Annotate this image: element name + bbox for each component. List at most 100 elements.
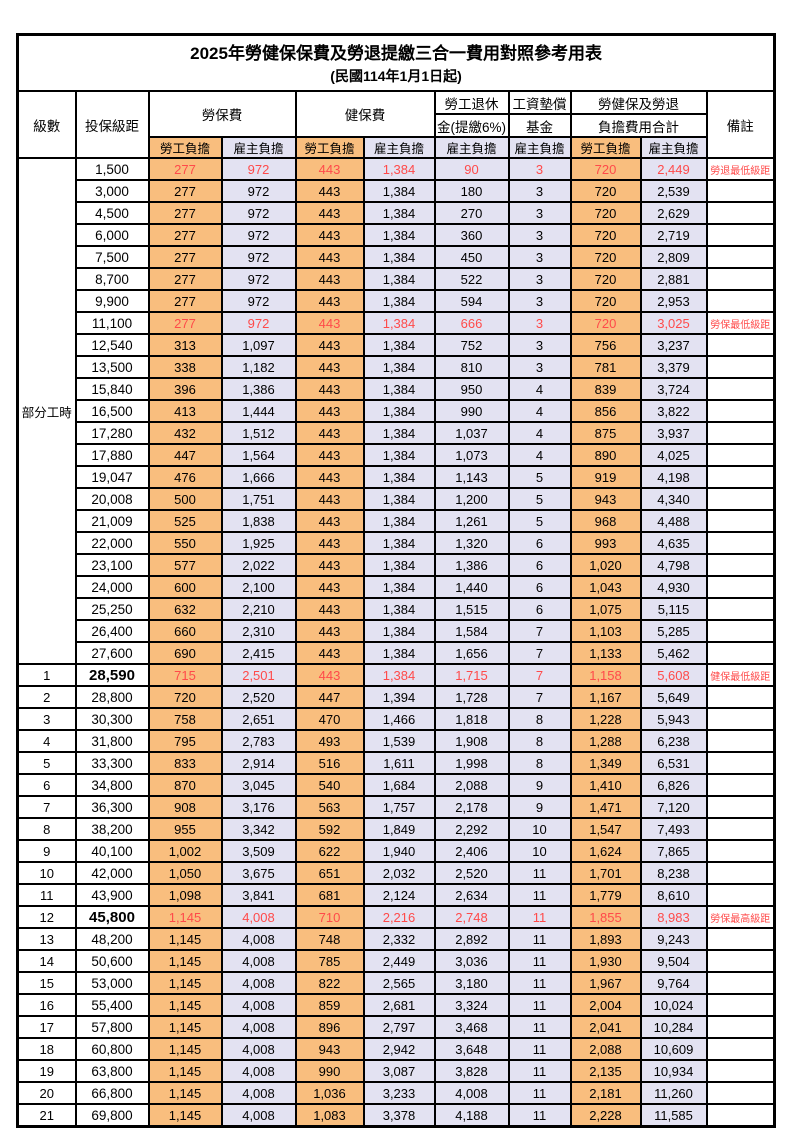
bracket-cell: 8,700 [74,267,150,291]
tot-er-cell: 8,238 [639,861,708,885]
page-title: 2025年勞健保保費及勞退提繳三合一費用對照參考用表 [190,44,602,64]
pension-cell: 1,386 [433,553,510,577]
bracket-cell: 38,200 [74,817,150,841]
pension-cell: 1,037 [433,421,510,445]
remark-cell [705,685,776,709]
hi-emp-cell: 443 [294,399,365,423]
hi-er-cell: 3,378 [362,1103,436,1128]
tot-emp-cell: 1,043 [569,575,642,599]
table-row: 17,880 447 1,564 443 1,384 1,073 4 890 4,025 [18,443,776,467]
tot-emp-cell: 839 [569,377,642,401]
tot-er-cell: 2,881 [639,267,708,291]
subheader-fund-employer: 雇主負擔 [507,136,572,159]
level-cell: 14 [16,949,77,973]
hi-emp-cell: 447 [294,685,365,709]
pension-cell: 1,073 [433,443,510,467]
fund-cell: 4 [507,421,572,445]
li-er-cell: 2,783 [220,729,297,753]
pension-cell: 4,188 [433,1103,510,1128]
table-row: 3 30,300 758 2,651 470 1,466 1,818 8 1,228 5,943 [16,707,776,731]
li-er-cell: 972 [220,289,297,313]
bracket-cell: 60,800 [74,1037,150,1061]
li-er-cell: 4,008 [220,1103,297,1128]
li-er-cell: 972 [220,157,297,181]
fund-cell: 11 [507,927,572,951]
tot-er-cell: 3,937 [639,421,708,445]
hi-er-cell: 2,565 [362,971,436,995]
hi-emp-cell: 443 [294,597,365,621]
li-emp-cell: 396 [147,377,223,401]
subheader-health-employee: 勞工負擔 [294,136,365,159]
bracket-cell: 13,500 [74,355,150,379]
hi-emp-cell: 443 [294,531,365,555]
remark-cell [705,509,776,533]
li-er-cell: 2,914 [220,751,297,775]
remark-cell [705,333,776,357]
remark-cell: 勞退最低級距 [705,157,776,181]
hi-er-cell: 1,384 [362,553,436,577]
remark-cell [705,707,776,731]
tot-er-cell: 5,943 [639,707,708,731]
remark-cell [705,355,776,379]
bracket-cell: 43,900 [74,883,150,907]
table-row: 11,100 277 972 443 1,384 666 3 720 3,025 勞保最低級距 [18,311,776,335]
li-emp-cell: 413 [147,399,223,423]
level-cell: 21 [16,1103,77,1128]
table-row: 7 36,300 908 3,176 563 1,757 2,178 9 1,471 7,120 [16,795,776,819]
bracket-cell: 66,800 [74,1081,150,1105]
remark-cell [705,773,776,797]
table-row: 7,500 277 972 443 1,384 450 3 720 2,809 [18,245,776,269]
tot-emp-cell: 1,547 [569,817,642,841]
fund-cell: 7 [507,663,572,687]
li-emp-cell: 660 [147,619,223,643]
tot-er-cell: 9,764 [639,971,708,995]
li-emp-cell: 1,145 [147,1037,223,1061]
tot-er-cell: 3,724 [639,377,708,401]
li-emp-cell: 277 [147,311,223,335]
col-header-labor-insurance: 勞保費 [147,90,297,138]
tot-er-cell: 4,340 [639,487,708,511]
bracket-cell: 3,000 [74,179,150,203]
remark-cell [705,399,776,423]
pension-cell: 1,998 [433,751,510,775]
fund-cell: 3 [507,201,572,225]
tot-emp-cell: 1,158 [569,663,642,687]
fund-cell: 9 [507,773,572,797]
bracket-cell: 55,400 [74,993,150,1017]
bracket-cell: 7,500 [74,245,150,269]
remark-cell [705,949,776,973]
hi-er-cell: 1,539 [362,729,436,753]
tot-er-cell: 3,822 [639,399,708,423]
tot-emp-cell: 968 [569,509,642,533]
tot-emp-cell: 1,288 [569,729,642,753]
tot-er-cell: 2,719 [639,223,708,247]
li-er-cell: 3,675 [220,861,297,885]
hi-emp-cell: 622 [294,839,365,863]
fund-cell: 3 [507,223,572,247]
bracket-cell: 36,300 [74,795,150,819]
pension-cell: 2,088 [433,773,510,797]
hi-er-cell: 1,384 [362,223,436,247]
hi-er-cell: 1,384 [362,575,436,599]
pension-cell: 1,728 [433,685,510,709]
hi-emp-cell: 443 [294,487,365,511]
level-cell: 18 [16,1037,77,1061]
remark-cell [705,751,776,775]
pension-cell: 2,748 [433,905,510,929]
fund-cell: 6 [507,575,572,599]
remark-cell [705,553,776,577]
li-er-cell: 972 [220,223,297,247]
fund-cell: 11 [507,993,572,1017]
li-emp-cell: 833 [147,751,223,775]
tot-emp-cell: 1,349 [569,751,642,775]
hi-er-cell: 1,384 [362,377,436,401]
tot-er-cell: 2,539 [639,179,708,203]
li-er-cell: 972 [220,201,297,225]
hi-emp-cell: 1,036 [294,1081,365,1105]
pension-cell: 3,828 [433,1059,510,1083]
table-row: 17,280 432 1,512 443 1,384 1,037 4 875 3,937 [18,421,776,445]
pension-cell: 1,515 [433,597,510,621]
subheader-health-employer: 雇主負擔 [362,136,436,159]
pension-cell: 90 [433,157,510,181]
table-row: 25,250 632 2,210 443 1,384 1,515 6 1,075 5,115 [18,597,776,621]
